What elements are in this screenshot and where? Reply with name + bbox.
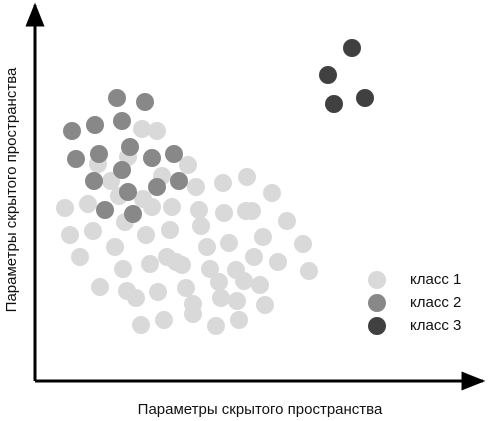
point — [155, 311, 173, 329]
point — [108, 89, 126, 107]
point — [251, 276, 269, 294]
point — [278, 212, 296, 230]
point — [187, 178, 205, 196]
point — [238, 168, 256, 186]
point — [214, 174, 232, 192]
point — [84, 222, 102, 240]
legend-label: класс 3 — [410, 317, 461, 334]
point — [61, 226, 79, 244]
point — [132, 316, 150, 334]
point — [124, 205, 142, 223]
point — [143, 198, 161, 216]
point — [356, 89, 374, 107]
point — [143, 149, 161, 167]
point — [85, 172, 103, 190]
point — [90, 145, 108, 163]
point — [190, 201, 208, 219]
point — [137, 226, 155, 244]
point — [254, 228, 272, 246]
point — [148, 122, 166, 140]
point — [127, 289, 145, 307]
point — [91, 278, 109, 296]
point — [86, 116, 104, 134]
point — [179, 156, 197, 174]
point — [343, 39, 361, 57]
legend-label: класс 1 — [410, 271, 461, 288]
point — [319, 66, 337, 84]
plot — [56, 39, 374, 335]
point — [210, 273, 228, 291]
legend-label: класс 2 — [410, 294, 461, 311]
point — [96, 201, 114, 219]
point — [177, 279, 195, 297]
point — [113, 112, 131, 130]
point — [102, 172, 120, 190]
legend-marker — [368, 271, 386, 289]
point — [170, 172, 188, 190]
point — [136, 93, 154, 111]
point — [79, 195, 97, 213]
x-axis-label: Параметры скрытого пространства — [138, 401, 383, 418]
point — [269, 253, 287, 271]
point — [201, 260, 219, 278]
point — [198, 238, 216, 256]
point — [245, 248, 263, 266]
point — [163, 198, 181, 216]
point — [165, 145, 183, 163]
point — [119, 183, 137, 201]
point — [161, 221, 179, 239]
point — [141, 255, 159, 273]
point — [63, 122, 81, 140]
point — [106, 238, 124, 256]
point — [113, 161, 131, 179]
point — [212, 289, 230, 307]
point — [133, 120, 151, 138]
point — [325, 95, 343, 113]
point — [167, 253, 185, 271]
point — [67, 150, 85, 168]
point — [235, 272, 253, 290]
legend-marker — [368, 294, 386, 312]
y-axis-label: Параметры скрытого пространства — [3, 67, 20, 312]
point — [56, 199, 74, 217]
point — [256, 296, 274, 314]
point — [263, 184, 281, 202]
legend-marker — [368, 317, 386, 335]
point — [243, 202, 261, 220]
point — [71, 248, 89, 266]
point — [300, 262, 318, 280]
point — [228, 292, 246, 310]
point — [184, 305, 202, 323]
point — [294, 235, 312, 253]
point — [207, 317, 225, 335]
point — [230, 311, 248, 329]
point — [148, 178, 166, 196]
point — [215, 204, 233, 222]
point — [121, 138, 139, 156]
point — [220, 234, 238, 252]
point — [149, 283, 167, 301]
point — [114, 260, 132, 278]
point — [192, 217, 210, 235]
